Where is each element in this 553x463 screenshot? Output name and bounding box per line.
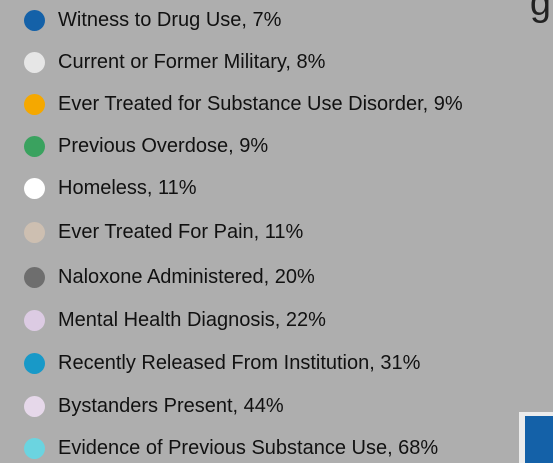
legend-label: Current or Former Military, 8% [58,51,326,73]
legend-swatch [24,353,45,374]
legend-item: Mental Health Diagnosis, 22% [0,305,553,335]
partial-chart-bar [525,416,553,463]
legend-label: Evidence of Previous Substance Use, 68% [58,437,439,459]
legend-item: Homeless, 11% [0,173,553,203]
partial-chart-element [519,412,553,463]
legend-label: Bystanders Present, 44% [58,395,284,417]
legend-label: Recently Released From Institution, 31% [58,352,421,374]
legend-item: Naloxone Administered, 20% [0,262,553,292]
legend-swatch [24,178,45,199]
legend-swatch [24,310,45,331]
legend-swatch [24,267,45,288]
legend-item: Current or Former Military, 8% [0,47,553,77]
legend-item: Bystanders Present, 44% [0,391,553,421]
legend-swatch [24,52,45,73]
legend-label: Witness to Drug Use, 7% [58,9,282,31]
legend-label: Naloxone Administered, 20% [58,266,315,288]
legend-label: Mental Health Diagnosis, 22% [58,309,326,331]
legend-swatch [24,396,45,417]
legend-item: Witness to Drug Use, 7% [0,5,553,35]
legend-swatch [24,136,45,157]
legend-label: Previous Overdose, 9% [58,135,269,157]
legend-swatch [24,94,45,115]
legend-swatch [24,10,45,31]
legend-swatch [24,222,45,243]
legend-label: Homeless, 11% [58,177,197,199]
legend-item: Ever Treated For Pain, 11% [0,217,553,247]
legend-item: Recently Released From Institution, 31% [0,348,553,378]
legend-item: Ever Treated for Substance Use Disorder,… [0,89,553,119]
legend-swatch [24,438,45,459]
partial-heading-glyph: g [529,0,551,24]
legend-item: Evidence of Previous Substance Use, 68% [0,433,553,463]
legend-label: Ever Treated for Substance Use Disorder,… [58,93,463,115]
legend-item: Previous Overdose, 9% [0,131,553,161]
legend-label: Ever Treated For Pain, 11% [58,221,304,243]
